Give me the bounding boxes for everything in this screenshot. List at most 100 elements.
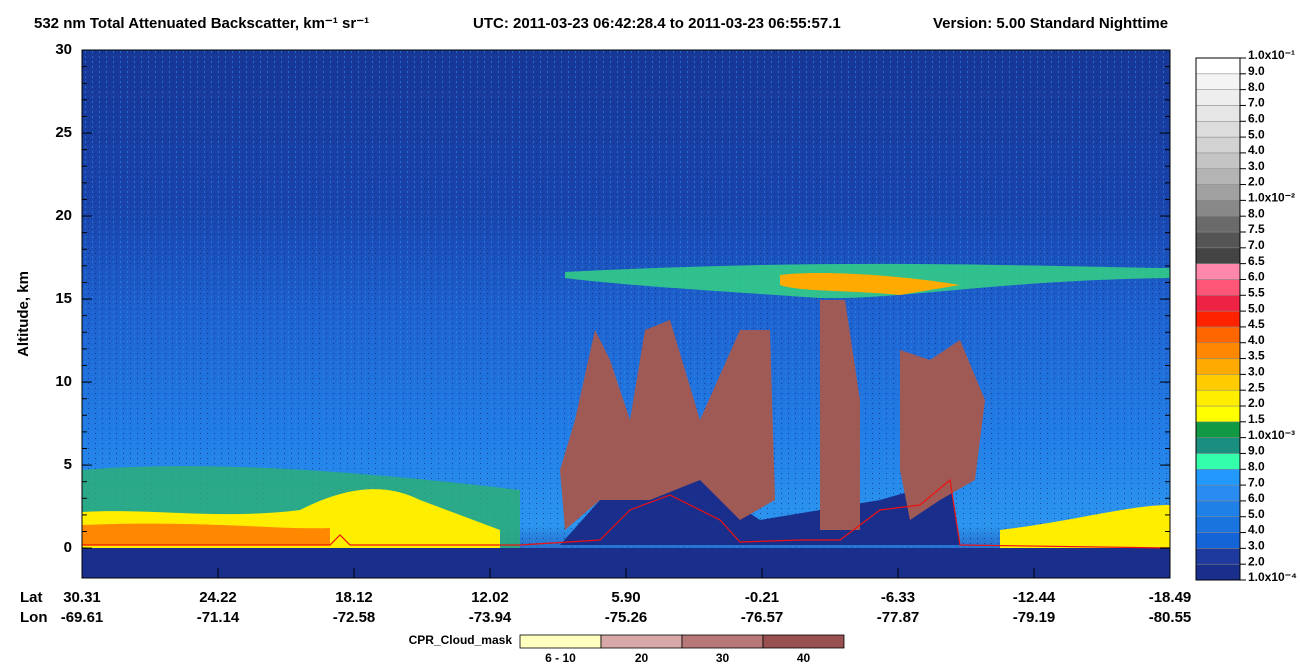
lon-label: -69.61 xyxy=(61,609,104,626)
colorbar-label: 4.0 xyxy=(1248,143,1265,157)
colorbar-cell xyxy=(1195,263,1241,280)
cpr-label: 40 xyxy=(797,651,811,665)
colorbar-cell xyxy=(1195,200,1241,217)
cpr-cell xyxy=(762,634,845,649)
colorbar-label: 1.0x10⁻⁴ xyxy=(1248,570,1297,584)
x-row-label: Lat xyxy=(20,589,43,606)
colorbar-label: 1.0x10⁻³ xyxy=(1248,428,1295,442)
lon-label: -76.57 xyxy=(741,609,784,626)
utc-range: UTC: 2011-03-23 06:42:28.4 to 2011-03-23… xyxy=(473,15,841,32)
x-row-label: Lon xyxy=(20,609,48,626)
cpr-label: 6 - 10 xyxy=(545,651,576,665)
colorbar-label: 6.0 xyxy=(1248,270,1265,284)
colorbar-label: 4.5 xyxy=(1248,317,1265,331)
y-tick-label: 10 xyxy=(55,373,72,390)
cpr-cell xyxy=(600,634,683,649)
colorbar-cell xyxy=(1195,105,1241,122)
colorbar-cell xyxy=(1195,516,1241,533)
lat-label: -12.44 xyxy=(1013,589,1056,606)
colorbar-label: 7.0 xyxy=(1248,96,1265,110)
colorbar-label: 2.0 xyxy=(1248,396,1265,410)
colorbar-label: 5.0 xyxy=(1248,127,1265,141)
colorbar-label: 5.5 xyxy=(1248,285,1265,299)
y-tick-label: 25 xyxy=(55,124,72,141)
lon-label: -77.87 xyxy=(877,609,920,626)
colorbar-cell xyxy=(1195,548,1241,565)
colorbar-label: 7.0 xyxy=(1248,238,1265,252)
colorbar-cell xyxy=(1195,563,1241,581)
lat-label: 24.22 xyxy=(199,589,237,606)
colorbar-cell xyxy=(1195,231,1241,249)
lat-label: 12.02 xyxy=(471,589,509,606)
colorbar-label: 3.5 xyxy=(1248,349,1265,363)
colorbar-label: 7.5 xyxy=(1248,222,1265,236)
colorbar-label: 1.5 xyxy=(1248,412,1265,426)
colorbar-label: 9.0 xyxy=(1248,444,1265,458)
colorbar-label: 6.0 xyxy=(1248,491,1265,505)
colorbar-label: 2.0 xyxy=(1248,175,1265,189)
cpr-cell xyxy=(681,634,764,649)
lat-label: -18.49 xyxy=(1149,589,1192,606)
colorbar-cell xyxy=(1195,500,1241,517)
colorbar-label: 4.0 xyxy=(1248,333,1265,347)
colorbar-cell xyxy=(1195,421,1241,438)
lat-label: 18.12 xyxy=(335,589,373,606)
y-tick-label: 0 xyxy=(64,539,72,556)
colorbar-frame xyxy=(1195,57,1241,581)
colorbar-cell xyxy=(1195,374,1241,391)
colorbar-label: 3.0 xyxy=(1248,159,1265,173)
lon-label: -72.58 xyxy=(333,609,376,626)
colorbar-label: 8.0 xyxy=(1248,459,1265,473)
cpr-cell xyxy=(519,634,602,649)
y-tick-label: 15 xyxy=(55,290,72,307)
colorbar-label: 9.0 xyxy=(1248,64,1265,78)
cpr-title: CPR_Cloud_mask xyxy=(409,633,513,647)
lat-label: 5.90 xyxy=(611,589,640,606)
colorbar-cell xyxy=(1195,389,1241,407)
colorbar-label: 7.0 xyxy=(1248,475,1265,489)
colorbar-cell xyxy=(1195,358,1241,375)
cpr-label: 30 xyxy=(716,651,730,665)
colorbar-cell xyxy=(1195,469,1241,486)
y-tick-label: 30 xyxy=(55,41,72,58)
colorbar-label: 1.0x10⁻² xyxy=(1248,191,1295,205)
colorbar-label: 6.0 xyxy=(1248,111,1265,125)
lon-label: -73.94 xyxy=(469,609,512,626)
colorbar-label: 2.5 xyxy=(1248,380,1265,394)
colorbar-label: 5.0 xyxy=(1248,507,1265,521)
colorbar-cell xyxy=(1195,453,1241,470)
colorbar-cell xyxy=(1195,405,1241,423)
backscatter-field xyxy=(82,50,1171,578)
lon-label: -75.26 xyxy=(605,609,648,626)
colorbar-cell xyxy=(1195,215,1241,233)
y-tick-label: 5 xyxy=(64,456,72,473)
colorbar-cell xyxy=(1195,437,1241,454)
colorbar-cell xyxy=(1195,342,1241,359)
colorbar-label: 8.0 xyxy=(1248,206,1265,220)
version: Version: 5.00 Standard Nighttime xyxy=(933,15,1168,32)
colorbar-cell xyxy=(1195,121,1241,138)
colorbar-cell xyxy=(1195,136,1241,154)
colorbar-cell xyxy=(1195,532,1241,549)
lat-label: -6.33 xyxy=(881,589,915,606)
colorbar-cell xyxy=(1195,484,1241,502)
chart-title: 532 nm Total Attenuated Backscatter, km⁻… xyxy=(34,15,369,32)
lat-label: -0.21 xyxy=(745,589,779,606)
colorbar-label: 3.0 xyxy=(1248,539,1265,553)
y-axis-label: Altitude, km xyxy=(15,271,32,357)
colorbar-cell xyxy=(1195,326,1241,343)
colorbar-cell xyxy=(1195,168,1241,185)
colorbar-cell xyxy=(1195,295,1241,312)
colorbar-label: 6.5 xyxy=(1248,254,1265,268)
colorbar-cell xyxy=(1195,89,1241,106)
lon-label: -79.19 xyxy=(1013,609,1056,626)
colorbar-cell xyxy=(1195,184,1241,201)
colorbar-cell xyxy=(1195,310,1241,328)
colorbar-cell xyxy=(1195,247,1241,264)
colorbar-label: 3.0 xyxy=(1248,365,1265,379)
lon-label: -71.14 xyxy=(197,609,240,626)
cpr-label: 20 xyxy=(635,651,649,665)
lon-label: -80.55 xyxy=(1149,609,1192,626)
colorbar-cell xyxy=(1195,152,1241,169)
